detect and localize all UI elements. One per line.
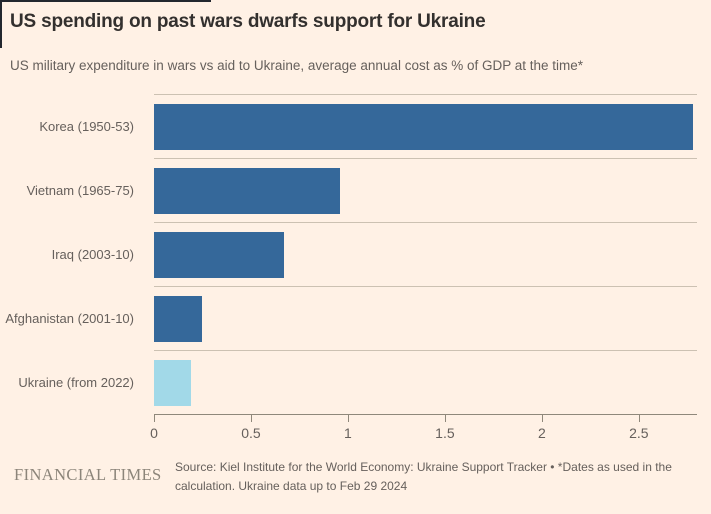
chart-header: US spending on past wars dwarfs support … [0,0,711,73]
chart-title: US spending on past wars dwarfs support … [10,11,486,32]
bar-track [154,94,697,158]
bar-0 [154,103,694,150]
x-axis-tick-label: 2.5 [629,425,649,441]
x-axis-tick [250,415,252,422]
bar-row: Afghanistan (2001-10) [0,286,711,350]
chart-footer: FINANCIAL TIMES Source: Kiel Institute f… [0,458,711,495]
row-spacer [144,158,154,222]
category-label: Iraq (2003-10) [51,246,134,262]
source-note: Source: Kiel Institute for the World Eco… [175,460,672,493]
x-axis-tick [638,415,640,422]
bar-3 [154,295,203,342]
x-axis-track: 0 0.5 1 1.5 2 2.5 [150,414,697,446]
bar-row: Korea (1950-53) [0,94,711,158]
bar-chart: Korea (1950-53) Vietnam (1965-75) Iraq (20… [0,94,711,446]
bar-track [154,222,697,286]
x-axis-tick-label: 0.5 [241,425,261,441]
bar-track [154,158,697,222]
bar-track [154,350,697,414]
chart-subtitle: US military expenditure in wars vs aid t… [10,58,584,73]
screenshot-edge-artifact-left [0,0,2,48]
category-label: Vietnam (1965-75) [26,182,134,198]
x-axis-tick-label: 2 [537,425,546,441]
financial-times-logo: FINANCIAL TIMES [14,465,162,484]
category-label: Afghanistan (2001-10) [5,310,134,326]
bar-track [154,286,697,350]
row-spacer [144,286,154,350]
x-axis-tick-label: 0 [150,425,158,441]
x-axis-tick [347,415,349,422]
category-label: Korea (1950-53) [39,118,134,134]
bar-rows: Korea (1950-53) Vietnam (1965-75) Iraq (20… [0,94,711,414]
bar-4 [154,359,191,406]
row-spacer [144,94,154,158]
row-spacer [144,222,154,286]
x-axis-tick [154,415,155,422]
bar-1 [154,167,341,214]
screenshot-edge-artifact-top [0,0,211,2]
x-axis-tick [444,415,446,422]
bar-2 [154,231,284,278]
x-axis-tick-label: 1 [344,425,352,441]
row-spacer [144,350,154,414]
category-label: Ukraine (from 2022) [18,374,134,390]
x-axis-spacer [0,414,154,446]
bar-row: Ukraine (from 2022) [0,350,711,414]
x-axis-tick-label: 1.5 [435,425,455,441]
x-axis-tick [541,415,543,422]
bar-row: Iraq (2003-10) [0,222,711,286]
bar-row: Vietnam (1965-75) [0,158,711,222]
x-axis: 0 0.5 1 1.5 2 2.5 [0,414,711,446]
